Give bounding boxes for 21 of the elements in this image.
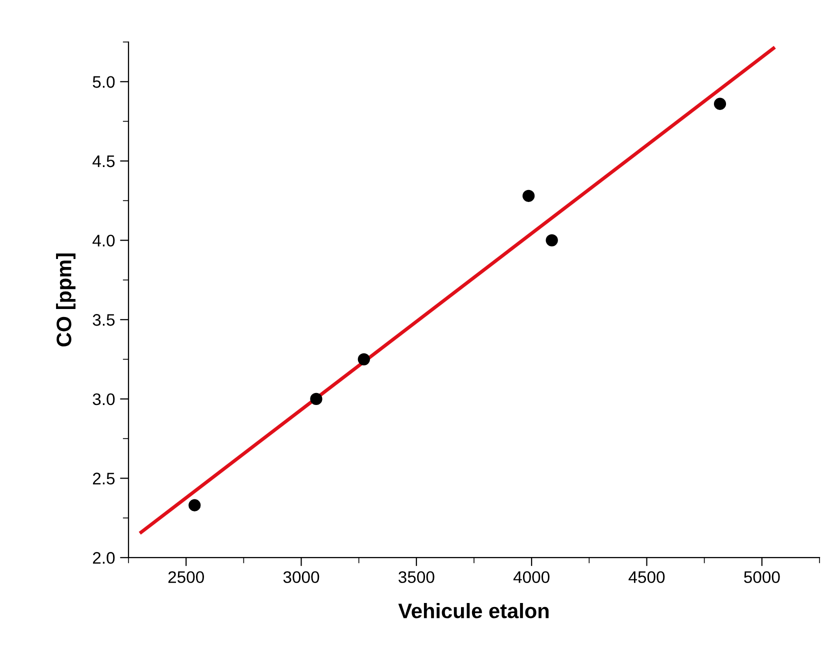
point [714, 98, 726, 110]
x-tick-label: 4000 [513, 571, 550, 584]
point [522, 190, 535, 202]
x-tick-label: 3000 [283, 571, 320, 584]
point [546, 234, 558, 246]
point [358, 353, 370, 366]
point [188, 499, 201, 512]
point [310, 392, 322, 406]
y-tick-label: 2.0 [92, 552, 115, 564]
y-tick-label: 4.0 [92, 234, 115, 247]
y-tick-label: 4.5 [92, 156, 115, 168]
x-tick-label: 3500 [398, 571, 434, 584]
y-tick-label: 3.5 [92, 314, 115, 326]
y-tick-label: 2.5 [92, 472, 115, 484]
y-tick-label: 5.0 [92, 76, 115, 88]
y-tick-label: 3.0 [92, 393, 115, 406]
x-axis-title: Vehicule etalon [398, 603, 549, 618]
x-tick-label: 4500 [628, 571, 665, 584]
x-tick-label: 2500 [168, 571, 204, 584]
y-axis-title: CO [ppm] [56, 254, 76, 346]
x-tick-label: 5000 [744, 571, 780, 584]
